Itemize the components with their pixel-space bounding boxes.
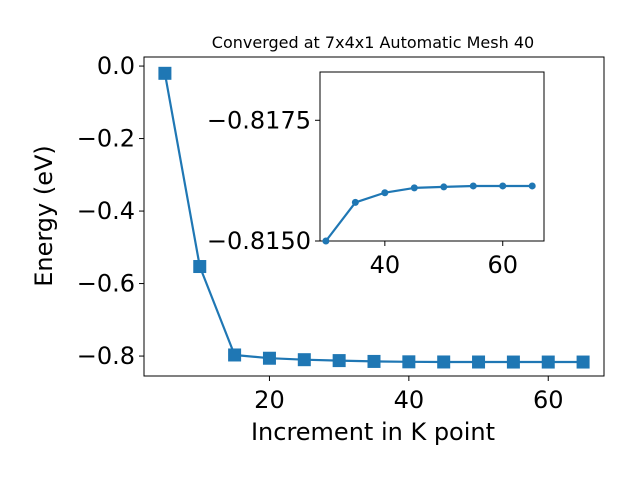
main-data-point <box>576 355 590 369</box>
main-data-point <box>367 354 381 368</box>
main-y-tick-label: −0.8 <box>77 342 135 370</box>
main-y-tick-label: −0.2 <box>77 125 135 153</box>
main-data-point <box>437 355 451 369</box>
main-data-point <box>297 353 311 367</box>
inset-data-point <box>440 183 448 191</box>
main-x-tick-label: 40 <box>394 386 425 414</box>
main-data-point <box>541 355 555 369</box>
chart-title: Converged at 7x4x1 Automatic Mesh 40 <box>212 33 534 52</box>
main-data-point <box>262 351 276 365</box>
inset-x-tick-label: 40 <box>370 251 401 279</box>
main-data-point <box>228 348 242 362</box>
main-data-point <box>472 355 486 369</box>
inset-series-line <box>325 184 533 242</box>
inset-data-point <box>469 182 477 190</box>
main-data-point <box>332 354 346 368</box>
main-x-tick-label: 20 <box>254 386 285 414</box>
main-data-point <box>402 355 416 369</box>
main-data-point <box>158 66 172 80</box>
main-plot: 20 40 60 0.0 −0.2 −0.4 −0.6 −0.8 <box>77 52 605 414</box>
main-data-point <box>193 260 207 274</box>
main-y-tick-label: 0.0 <box>97 52 135 80</box>
inset-data-point <box>499 182 507 190</box>
inset-data-point <box>381 189 389 197</box>
x-axis-label: Increment in K point <box>251 418 495 446</box>
main-y-tick-label: −0.6 <box>77 270 135 298</box>
main-y-tick-label: −0.4 <box>77 197 135 225</box>
inset-data-point <box>410 184 418 192</box>
main-data-point <box>506 355 520 369</box>
inset-y-tick-label: −0.8175 <box>207 106 311 134</box>
inset-x-tick-label: 60 <box>487 251 518 279</box>
inset-data-point <box>351 198 359 206</box>
main-axes-frame <box>143 56 605 377</box>
inset-data-point <box>528 182 536 190</box>
inset-data-point <box>322 237 330 245</box>
inset-plot: 40 60 −0.8175 −0.8150 <box>207 71 545 279</box>
inset-axes-frame <box>319 71 545 242</box>
y-axis-label: Energy (eV) <box>30 145 58 287</box>
main-x-tick-label: 60 <box>533 386 564 414</box>
inset-y-tick-label: −0.8150 <box>207 227 311 255</box>
